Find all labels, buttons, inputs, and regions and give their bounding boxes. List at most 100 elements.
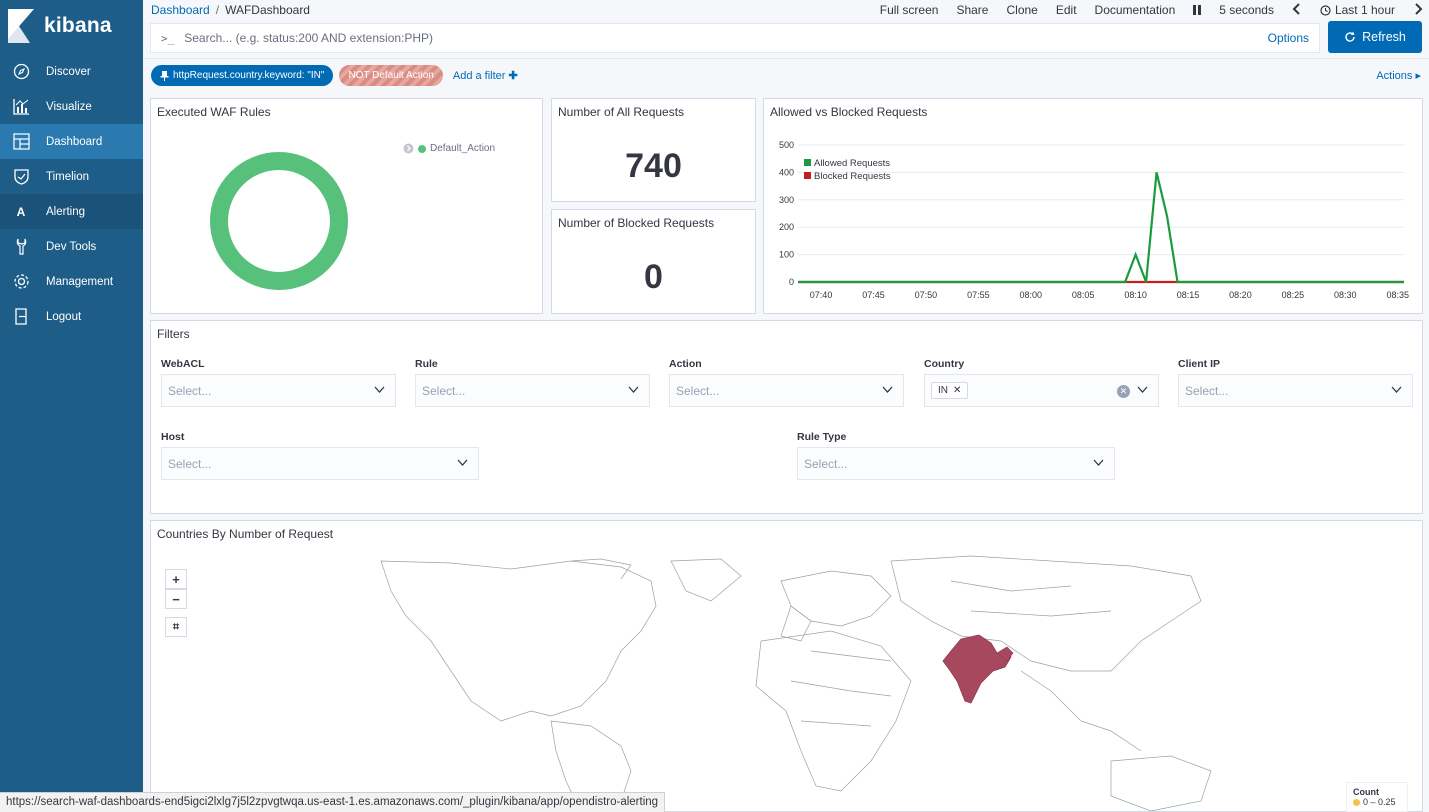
documentation-link[interactable]: Documentation bbox=[1094, 3, 1176, 17]
kibana-logo[interactable]: kibana bbox=[0, 0, 143, 52]
world-map[interactable] bbox=[151, 521, 1423, 812]
time-picker[interactable]: Last 1 hour bbox=[1320, 3, 1395, 17]
rule-label: Rule bbox=[415, 358, 438, 370]
sidebar-item-visualize[interactable]: Visualize bbox=[0, 89, 143, 124]
logout-icon bbox=[12, 308, 30, 326]
share-link[interactable]: Share bbox=[956, 3, 989, 17]
chip-remove-icon[interactable]: ✕ bbox=[953, 385, 962, 396]
panel-blocked-requests: Number of Blocked Requests 0 bbox=[551, 209, 756, 314]
top-actions: Full screen Share Clone Edit Documentati… bbox=[879, 2, 1429, 18]
filter-bar: httpRequest.country.keyword: "IN" NOT De… bbox=[143, 58, 1429, 92]
chevron-down-icon bbox=[628, 386, 639, 393]
panel-countries-map: Countries By Number of Request + bbox=[150, 520, 1423, 812]
sidebar-item-label: Logout bbox=[46, 310, 82, 323]
sidebar-item-label: Timelion bbox=[46, 170, 90, 183]
select-placeholder: Select... bbox=[676, 383, 720, 398]
options-link[interactable]: Options bbox=[1267, 31, 1309, 45]
select-placeholder: Select... bbox=[422, 383, 466, 398]
donut-slice-default-action[interactable] bbox=[210, 152, 348, 290]
y-tick-label: 500 bbox=[779, 140, 794, 150]
y-tick-label: 100 bbox=[779, 250, 794, 260]
filter-pill-label: NOT Default Action bbox=[348, 70, 434, 81]
legend-label[interactable]: Allowed Requests bbox=[814, 158, 890, 169]
x-tick-label: 07:40 bbox=[810, 290, 833, 300]
breadcrumb-dashboard-link[interactable]: Dashboard bbox=[151, 3, 210, 17]
y-tick-label: 200 bbox=[779, 222, 794, 232]
refresh-interval[interactable]: 5 seconds bbox=[1219, 3, 1274, 17]
client-ip-select[interactable]: Select... bbox=[1178, 374, 1413, 407]
map-region-india[interactable] bbox=[942, 634, 1012, 704]
chip-label: IN bbox=[938, 385, 948, 396]
search-input[interactable]: Search... (e.g. status:200 AND extension… bbox=[184, 31, 434, 45]
add-filter-label: Add a filter bbox=[452, 70, 506, 82]
panel-title: Countries By Number of Request bbox=[157, 527, 334, 541]
app-name: kibana bbox=[44, 14, 112, 37]
chevron-left-icon[interactable] bbox=[1292, 2, 1302, 18]
sidebar-item-discover[interactable]: Discover bbox=[0, 54, 143, 89]
donut-legend: Default_Action bbox=[403, 143, 495, 154]
rule-select[interactable]: Select... bbox=[415, 374, 650, 407]
series-line-allowed-requests[interactable] bbox=[798, 172, 1404, 284]
x-tick-label: 08:05 bbox=[1072, 290, 1095, 300]
actions-label: Actions bbox=[1376, 70, 1413, 82]
pause-icon[interactable] bbox=[1193, 5, 1202, 15]
legend-label[interactable]: Blocked Requests bbox=[814, 171, 891, 182]
sidebar-nav: Discover Visualize Dashboard Timelion A … bbox=[0, 54, 143, 334]
breadcrumb-separator: / bbox=[215, 3, 220, 17]
host-select[interactable]: Select... bbox=[161, 447, 479, 480]
select-placeholder: Select... bbox=[168, 383, 212, 398]
x-tick-label: 08:10 bbox=[1124, 290, 1147, 300]
filter-pill-not-default-action[interactable]: NOT Default Action bbox=[339, 65, 443, 86]
sidebar-item-label: Management bbox=[46, 275, 114, 288]
rule-type-label: Rule Type bbox=[797, 431, 847, 443]
country-label: Country bbox=[924, 358, 965, 370]
metric-value: 0 bbox=[644, 258, 663, 296]
sidebar-item-dashboard[interactable]: Dashboard bbox=[0, 124, 143, 159]
y-tick-label: 400 bbox=[779, 167, 794, 177]
chevron-right-icon[interactable] bbox=[1413, 2, 1423, 18]
add-filter-link[interactable]: Add a filter ✚ bbox=[453, 69, 518, 82]
sidebar-item-alerting[interactable]: A Alerting bbox=[0, 194, 143, 229]
line-chart: 0 100 200 300 400 500 07:40 07:45 07:50 07:55 08:0… bbox=[779, 140, 1409, 300]
country-select[interactable]: IN ✕ ✕ bbox=[924, 374, 1159, 407]
filter-pill-country[interactable]: httpRequest.country.keyword: "IN" bbox=[151, 65, 334, 86]
x-tick-label: 08:30 bbox=[1334, 290, 1357, 300]
chevron-down-icon bbox=[374, 386, 385, 393]
legend-swatch bbox=[804, 172, 811, 179]
legend-dot-icon bbox=[418, 144, 426, 153]
search-bar: >_ Search... (e.g. status:200 AND extens… bbox=[150, 23, 1320, 53]
filter-pill-label: httpRequest.country.keyword: "IN" bbox=[173, 70, 325, 81]
kibana-logo-icon bbox=[8, 9, 34, 43]
x-tick-label: 07:45 bbox=[862, 290, 885, 300]
panel-title: Number of Blocked Requests bbox=[558, 216, 715, 230]
sidebar-item-management[interactable]: Management bbox=[0, 264, 143, 299]
full-screen-link[interactable]: Full screen bbox=[879, 3, 939, 17]
sidebar-item-logout[interactable]: Logout bbox=[0, 299, 143, 334]
edit-link[interactable]: Edit bbox=[1055, 3, 1077, 17]
map-legend-title: Count bbox=[1353, 787, 1379, 797]
zoom-out-button[interactable]: − bbox=[165, 589, 187, 609]
legend-label[interactable]: Default_Action bbox=[430, 143, 496, 154]
chevron-down-icon bbox=[882, 386, 893, 393]
client-ip-label: Client IP bbox=[1178, 358, 1221, 370]
sidebar-item-timelion[interactable]: Timelion bbox=[0, 159, 143, 194]
refresh-button[interactable]: Refresh bbox=[1328, 21, 1422, 53]
webacl-select[interactable]: Select... bbox=[161, 374, 396, 407]
y-tick-label: 0 bbox=[789, 277, 794, 287]
clone-link[interactable]: Clone bbox=[1006, 3, 1038, 17]
legend-toggle-icon[interactable] bbox=[403, 143, 414, 154]
alerting-icon: A bbox=[16, 204, 26, 219]
zoom-in-button[interactable]: + bbox=[165, 569, 187, 589]
refresh-label: Refresh bbox=[1362, 30, 1406, 44]
caret-right-icon: ▸ bbox=[1415, 70, 1421, 82]
clear-icon[interactable]: ✕ bbox=[1117, 385, 1130, 398]
select-placeholder: Select... bbox=[168, 456, 212, 471]
x-tick-label: 08:25 bbox=[1282, 290, 1305, 300]
x-tick-label: 07:55 bbox=[967, 290, 990, 300]
action-select[interactable]: Select... bbox=[669, 374, 904, 407]
x-tick-label: 08:00 bbox=[1019, 290, 1042, 300]
crop-icon[interactable]: ⌗ bbox=[165, 617, 187, 637]
sidebar-item-dev-tools[interactable]: Dev Tools bbox=[0, 229, 143, 264]
filter-actions-menu[interactable]: Actions ▸ bbox=[1376, 69, 1421, 82]
rule-type-select[interactable]: Select... bbox=[797, 447, 1115, 480]
